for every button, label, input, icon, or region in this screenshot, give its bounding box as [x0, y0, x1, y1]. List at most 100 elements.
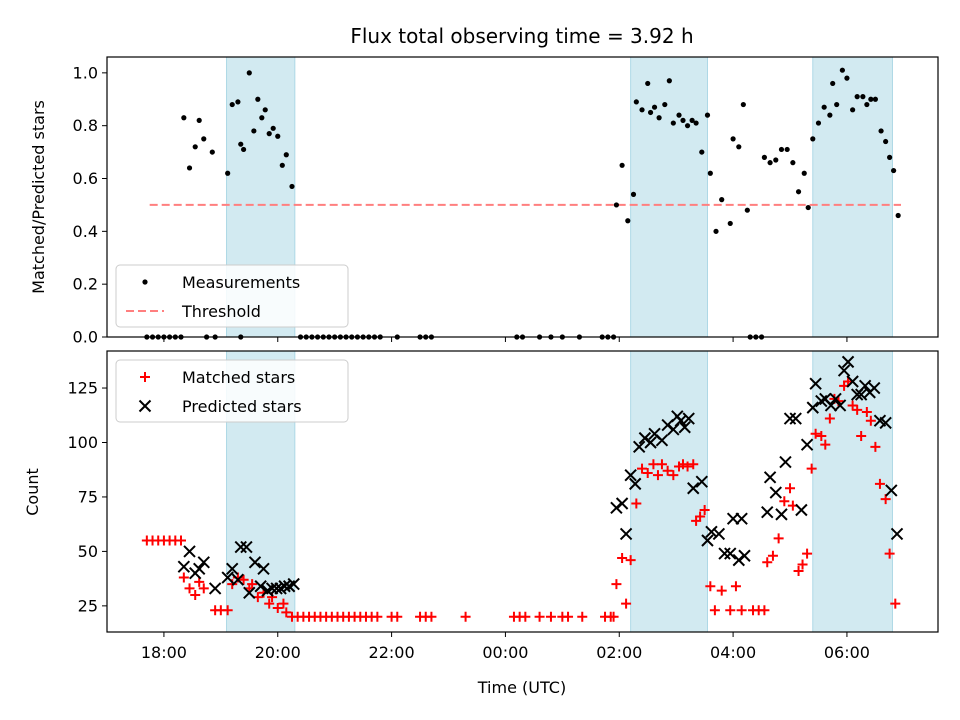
axes-frame [106, 56, 939, 338]
data-point [577, 611, 588, 622]
data-point [655, 434, 669, 447]
data-point [860, 94, 866, 100]
data-point [769, 486, 782, 499]
data-point [864, 101, 870, 108]
data-point [806, 401, 819, 414]
data-point [705, 581, 716, 592]
data-point [816, 430, 827, 441]
data-point [724, 547, 737, 560]
x-tick-label: 00:00 [482, 643, 528, 662]
data-point [275, 133, 281, 139]
data-point [642, 467, 653, 478]
data-point [644, 436, 657, 449]
data-point [847, 400, 858, 411]
data-point [613, 202, 620, 208]
data-point [735, 512, 748, 525]
data-point [246, 70, 252, 76]
data-point [709, 605, 720, 616]
data-point [744, 207, 750, 213]
data-point [736, 144, 742, 150]
data-point [790, 160, 796, 166]
data-point [699, 149, 705, 155]
legend: Measurements Threshold [115, 264, 349, 328]
data-point [810, 428, 821, 439]
data-point [647, 109, 654, 116]
data-point [520, 611, 531, 622]
x-tick-label: 04:00 [710, 643, 756, 662]
data-point [287, 577, 300, 591]
data-point [778, 146, 785, 153]
data-point [257, 562, 270, 576]
data-point [196, 117, 202, 123]
data-point [809, 377, 822, 390]
data-point [226, 562, 239, 576]
x-tick-label: 06:00 [824, 643, 870, 662]
data-point [270, 125, 276, 131]
data-point [693, 120, 699, 126]
data-point [797, 559, 808, 570]
data-point [460, 611, 471, 622]
data-point [763, 471, 777, 484]
data-point [630, 191, 637, 197]
data-point [184, 583, 195, 594]
data-point [279, 162, 285, 168]
data-point [289, 183, 295, 190]
y-tick-label: 75 [78, 487, 98, 506]
axes-frame [106, 350, 939, 633]
data-point [779, 455, 792, 469]
data-point [684, 123, 691, 129]
data-point [255, 96, 261, 102]
y-tick-label: 50 [78, 542, 98, 561]
data-point [725, 605, 736, 616]
data-point [762, 557, 773, 568]
legend-swatch [142, 279, 148, 285]
data-point [372, 611, 383, 622]
data-point [767, 160, 773, 166]
data-point [619, 162, 625, 168]
data-point [850, 107, 856, 113]
data-point [820, 439, 831, 450]
shaded-span [812, 350, 893, 633]
data-point [639, 107, 645, 113]
data-point [221, 571, 234, 584]
data-point [209, 149, 215, 155]
y-tick-label: 0.4 [73, 222, 98, 241]
data-point [837, 364, 851, 377]
data-point [240, 540, 253, 554]
data-point [238, 574, 249, 585]
data-point [231, 573, 245, 586]
data-point [868, 96, 874, 102]
data-point [676, 112, 682, 118]
data-point [839, 67, 845, 73]
data-point [688, 459, 699, 470]
data-point [192, 144, 198, 150]
data-point [272, 603, 283, 614]
data-point [674, 414, 687, 427]
data-point [177, 560, 191, 573]
data-point [266, 131, 272, 137]
data-point [841, 355, 855, 369]
data-point [251, 128, 257, 134]
data-point [890, 598, 901, 609]
data-point [827, 112, 833, 118]
data-point [190, 589, 201, 600]
data-point [890, 527, 904, 541]
data-point [238, 141, 244, 147]
data-point [208, 582, 222, 595]
data-point [621, 598, 632, 609]
data-point [719, 197, 725, 203]
data-point [243, 586, 256, 599]
data-point [278, 598, 289, 609]
data-point [637, 463, 648, 474]
data-point [740, 101, 746, 108]
data-point [795, 503, 808, 517]
data-point [868, 381, 881, 395]
y-tick-label: 0.2 [73, 275, 98, 294]
data-point [682, 412, 695, 425]
data-point [651, 104, 658, 110]
data-point [805, 204, 811, 211]
data-point [759, 605, 770, 616]
data-point [872, 96, 878, 102]
data-point [793, 566, 804, 577]
data-point [795, 189, 802, 195]
